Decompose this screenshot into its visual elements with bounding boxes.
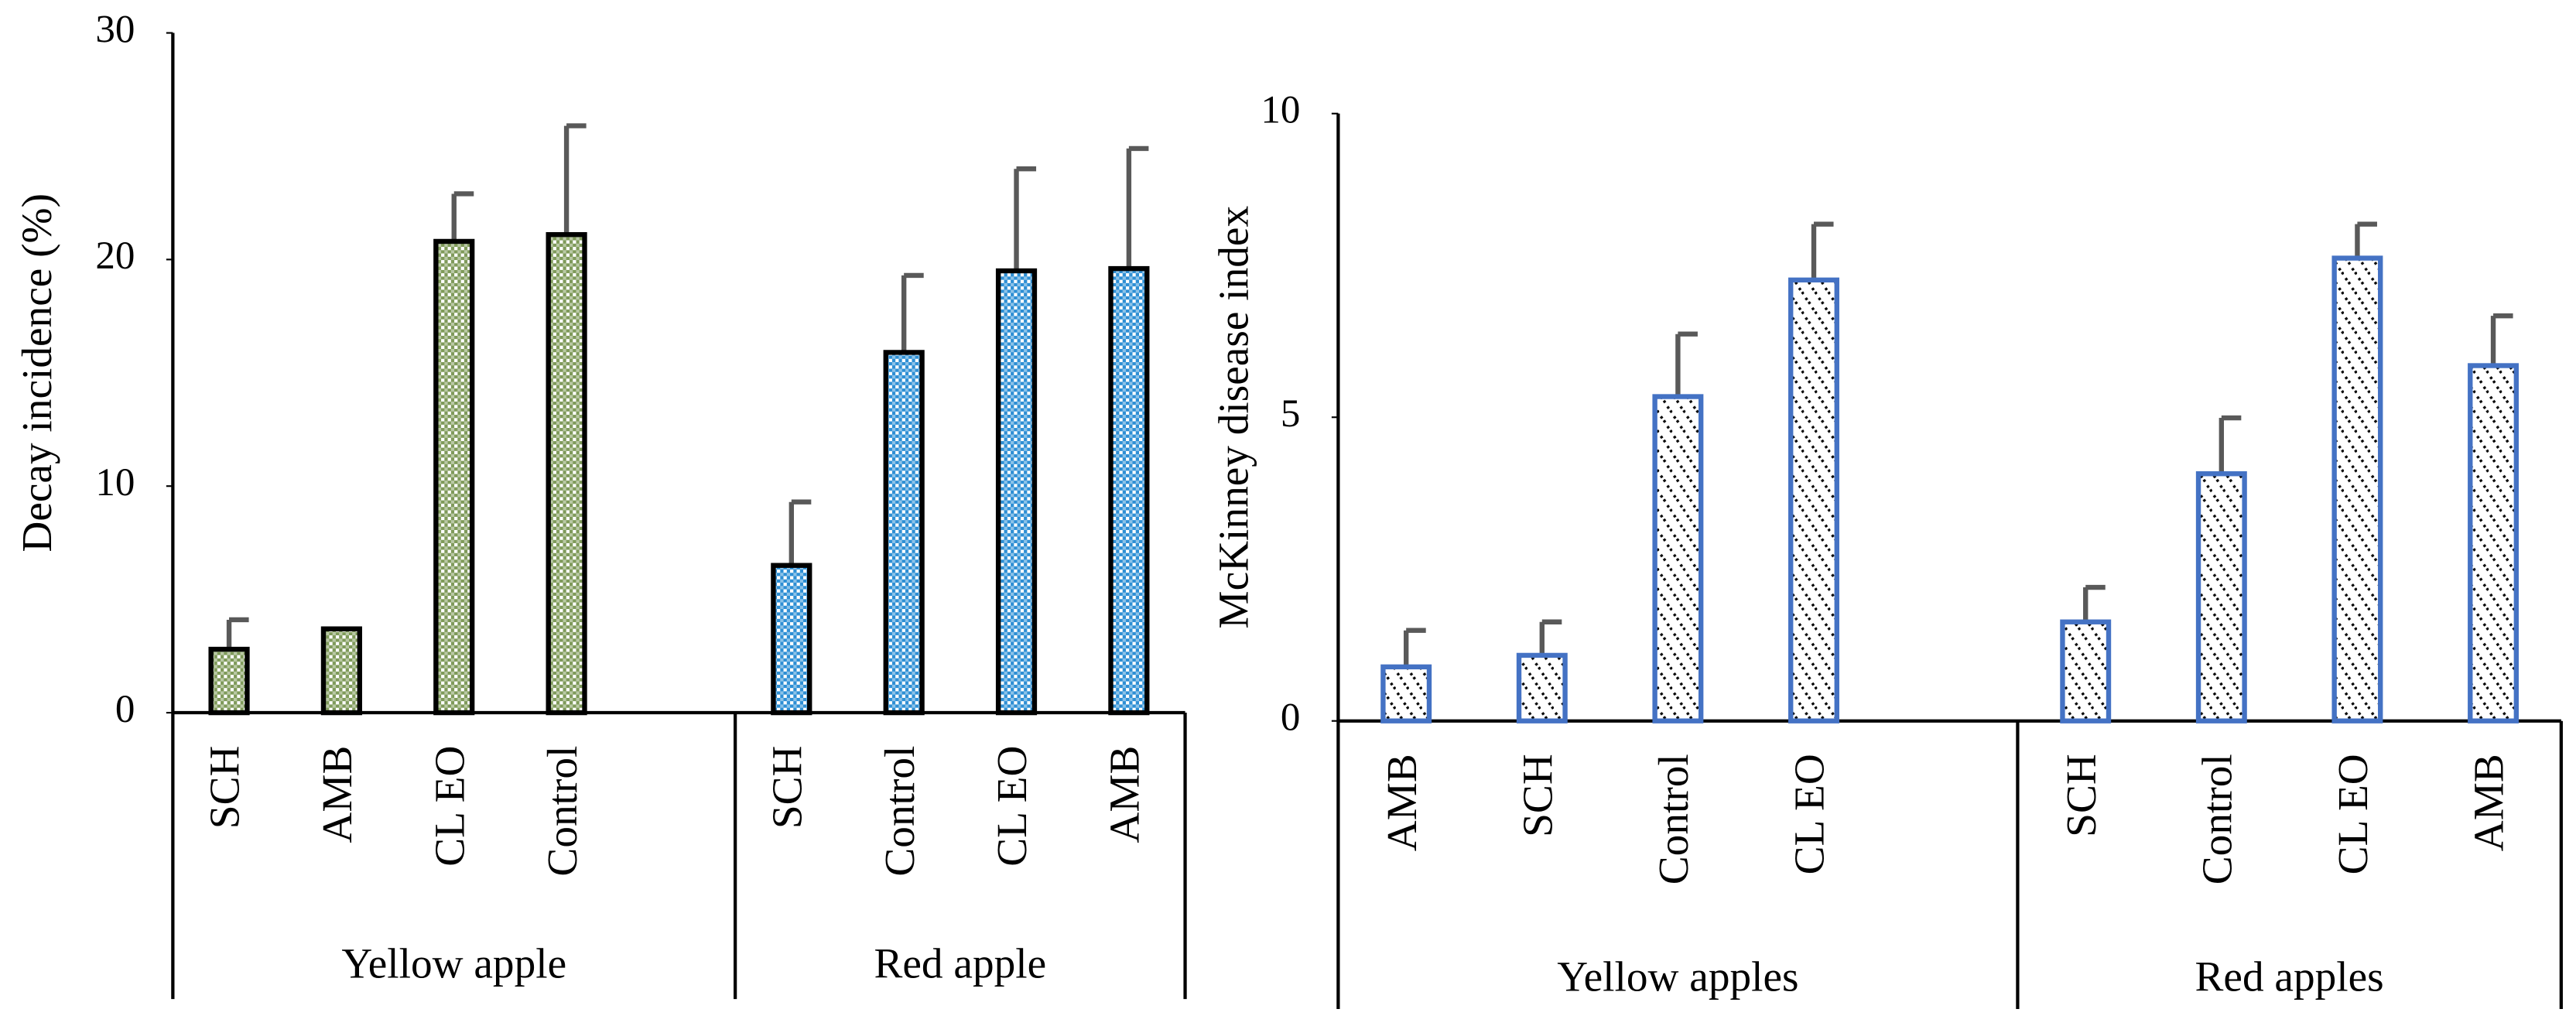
group-label: Red apples (2195, 953, 2384, 1000)
bar (771, 563, 812, 716)
y-tick-label: 30 (95, 8, 135, 51)
bar (1516, 652, 1568, 723)
bar (1652, 394, 1704, 723)
y-axis-label: Decay incidence (%) (13, 193, 60, 552)
bar (2060, 619, 2112, 723)
x-tick-label: SCH (201, 746, 248, 829)
bar (883, 350, 925, 716)
y-tick-label: 0 (1281, 696, 1301, 739)
bar (2468, 363, 2520, 723)
bar (320, 626, 362, 716)
bar (1380, 664, 1432, 723)
x-tick-label: AMB (1378, 754, 1425, 851)
x-tick-label: Control (539, 746, 586, 877)
bar (208, 646, 250, 716)
group-label: Red apple (874, 939, 1047, 987)
x-tick-label: AMB (1101, 746, 1148, 843)
group-label: Yellow apple (341, 939, 566, 987)
y-tick-label: 5 (1281, 392, 1301, 436)
bar (433, 238, 475, 716)
bar (2195, 471, 2247, 723)
x-tick-label: SCH (2058, 754, 2105, 837)
x-tick-label: Control (876, 746, 923, 877)
y-tick-label: 20 (95, 234, 135, 278)
bar (2331, 255, 2383, 723)
y-tick-label: 10 (95, 461, 135, 505)
y-tick-label: 0 (115, 688, 135, 731)
x-tick-label: AMB (313, 746, 361, 843)
bar (995, 268, 1038, 716)
x-tick-label: CL EO (2329, 754, 2376, 874)
x-tick-label: Control (2194, 754, 2241, 884)
x-tick-label: CL EO (988, 746, 1035, 867)
x-tick-label: AMB (2465, 754, 2513, 851)
x-tick-label: SCH (1514, 754, 1561, 837)
x-tick-label: SCH (763, 746, 810, 829)
x-tick-label: Control (1650, 754, 1697, 884)
x-tick-label: CL EO (1786, 754, 1833, 874)
y-tick-label: 10 (1261, 88, 1300, 132)
bar (1108, 265, 1150, 716)
group-label: Yellow apples (1557, 953, 1798, 1000)
bar (546, 231, 587, 716)
y-axis-label: McKinney disease index (1209, 206, 1257, 629)
x-tick-label: CL EO (426, 746, 473, 867)
bar (1788, 277, 1839, 723)
